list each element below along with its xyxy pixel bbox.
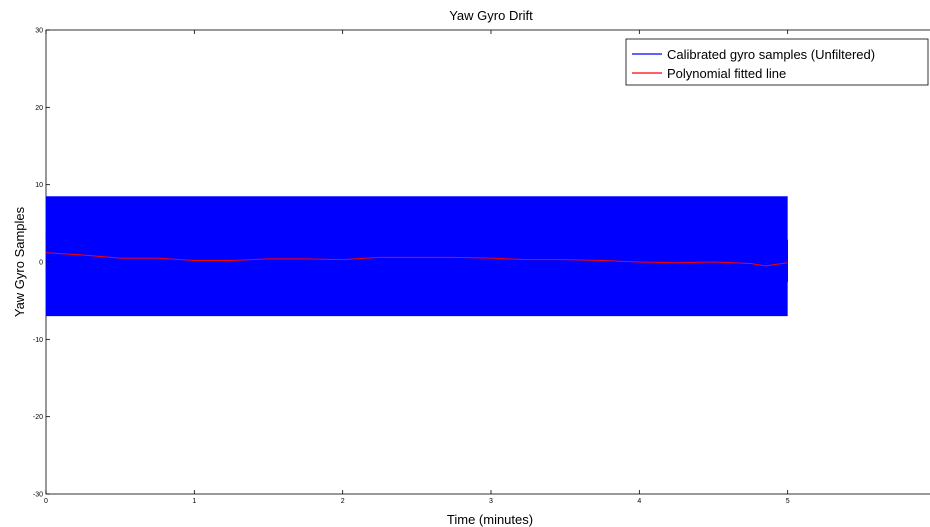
x-tick-label: 3 xyxy=(489,498,493,505)
x-axis-label: Time (minutes) xyxy=(447,512,533,527)
fitted-line xyxy=(45,252,788,267)
legend-label-fit: Polynomial fitted line xyxy=(667,66,786,81)
x-tick-label: 5 xyxy=(786,498,790,505)
y-tick-label: -10 xyxy=(33,337,43,344)
y-tick-label: 20 xyxy=(35,105,43,112)
y-tick-label: 10 xyxy=(35,182,43,189)
x-axis: 0 1 2 3 4 5 xyxy=(44,30,790,505)
y-tick-label: 0 xyxy=(39,260,43,267)
x-tick-label: 4 xyxy=(637,498,641,505)
raw-samples-line xyxy=(45,199,788,312)
y-axis-label: Yaw Gyro Samples xyxy=(12,206,27,317)
x-tick-label: 2 xyxy=(341,498,345,505)
y-tick-label: -20 xyxy=(33,414,43,421)
legend-box xyxy=(625,38,929,86)
y-tick-label: 30 xyxy=(35,28,43,35)
y-tick-label: -30 xyxy=(33,492,43,499)
x-tick-label: 1 xyxy=(192,498,196,505)
x-tick-label: 0 xyxy=(44,498,48,505)
chart-title: Yaw Gyro Drift xyxy=(449,8,533,23)
raw-samples-series xyxy=(45,196,788,317)
legend-label-raw: Calibrated gyro samples (Unfiltered) xyxy=(667,47,875,62)
legend: Calibrated gyro samples (Unfiltered) Pol… xyxy=(625,38,929,86)
y-axis: 30 20 10 0 -10 -20 -30 xyxy=(33,28,50,499)
